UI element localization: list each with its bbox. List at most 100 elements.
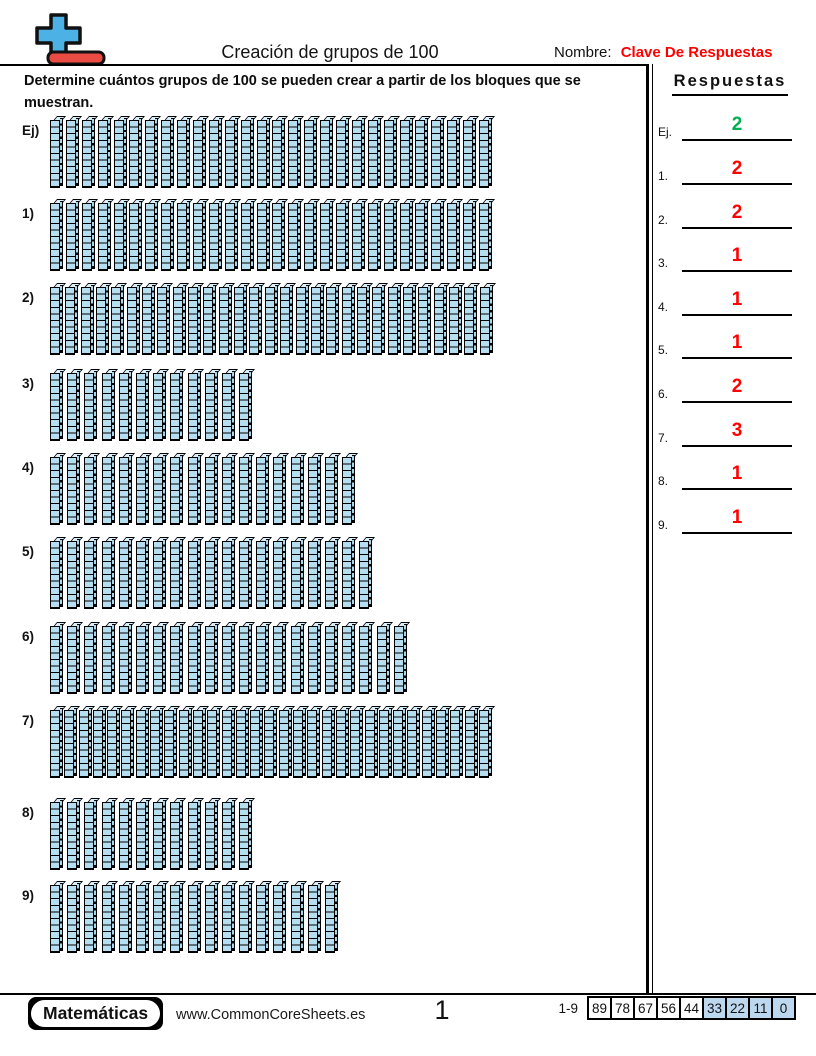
ten-rod (208, 198, 225, 272)
ten-rod (218, 282, 235, 356)
ten-rod (415, 198, 432, 272)
problem-row: 5) (0, 536, 646, 614)
answer-blank-line (682, 227, 792, 229)
ten-rod (402, 282, 419, 356)
ten-rod (67, 797, 84, 871)
rod-group (50, 797, 256, 871)
ten-rod (351, 198, 368, 272)
ten-rod (399, 198, 416, 272)
ten-rod (50, 536, 67, 610)
ten-rod (342, 536, 359, 610)
ten-rod (256, 198, 273, 272)
ten-rod (288, 198, 305, 272)
ten-rod (479, 115, 496, 189)
ten-rod (367, 198, 384, 272)
ten-rod (378, 705, 395, 779)
ten-rod (364, 705, 381, 779)
ten-rod (153, 797, 170, 871)
ten-rod (81, 198, 98, 272)
ten-rod (320, 115, 337, 189)
rod-group (50, 368, 256, 442)
answer-blank-line (682, 314, 792, 316)
page-title: Creación de grupos de 100 (221, 42, 439, 62)
ten-rod (84, 368, 101, 442)
ten-rod (359, 536, 376, 610)
ten-rod (153, 880, 170, 954)
ten-rod (221, 536, 238, 610)
ten-rod (118, 621, 135, 695)
answer-blank-line (682, 270, 792, 272)
page-number: 1 (434, 995, 450, 1025)
ten-rod (153, 621, 170, 695)
ten-rod (239, 452, 256, 526)
problem-label: 1) (22, 206, 35, 221)
ten-rod (84, 452, 101, 526)
answer-value: 1 (731, 507, 743, 528)
ten-rod (239, 536, 256, 610)
ten-rod (221, 880, 238, 954)
answer-item-label: 5. (658, 343, 669, 357)
name-row: Nombre: Clave De Respuestas (554, 44, 812, 61)
ten-rod (463, 115, 480, 189)
rod-group (50, 536, 377, 610)
ten-rod (240, 198, 257, 272)
ten-rod (325, 621, 342, 695)
ten-rod (204, 452, 221, 526)
ten-rod (135, 536, 152, 610)
ten-rod (67, 368, 84, 442)
score-cell: 67 (633, 996, 658, 1020)
ten-rod (142, 282, 159, 356)
problem-row: 8) (0, 797, 646, 875)
ten-rod (101, 536, 118, 610)
ten-rod (295, 282, 312, 356)
ten-rod (192, 705, 210, 779)
ten-rod (290, 880, 307, 954)
ten-rod (172, 282, 189, 356)
answer-blank-line (682, 357, 792, 359)
website-text: www.CommonCoreSheets.es (176, 1007, 366, 1023)
ten-rod (193, 115, 210, 189)
answer-blank-line (682, 401, 792, 403)
ten-rod (307, 452, 324, 526)
ten-rod (204, 797, 221, 871)
ten-rod (177, 115, 194, 189)
ten-rod (157, 282, 174, 356)
ten-rod (64, 705, 81, 779)
subject-badge-label: Matemáticas (31, 1000, 161, 1027)
ten-rod (418, 282, 435, 356)
score-cell: 44 (679, 996, 704, 1020)
ten-rod (307, 536, 324, 610)
ten-rod (80, 282, 97, 356)
ten-rod (118, 797, 135, 871)
ten-rod (447, 198, 464, 272)
ten-rod (50, 368, 67, 442)
problem-label: 6) (22, 629, 35, 644)
ten-rod (65, 115, 82, 189)
ten-rod (113, 115, 130, 189)
ten-rod (221, 797, 238, 871)
ten-rod (135, 452, 152, 526)
ten-rod (376, 621, 393, 695)
ten-rod (290, 621, 307, 695)
problem-row: Ej) (0, 115, 646, 193)
answer-blank-line (682, 183, 792, 185)
ten-rod (84, 797, 101, 871)
ten-rod (101, 452, 118, 526)
ten-rod (240, 115, 257, 189)
ten-rod (234, 282, 251, 356)
ten-rod (187, 880, 204, 954)
ten-rod (310, 282, 327, 356)
ten-rod (221, 705, 238, 779)
ten-rod (121, 705, 138, 779)
ten-rod (235, 705, 252, 779)
answer-value: 2 (731, 114, 743, 135)
ten-rod (101, 880, 118, 954)
ten-rod (293, 705, 310, 779)
ten-rod (421, 705, 438, 779)
ten-rod (393, 705, 410, 779)
answer-key-label: Clave De Respuestas (620, 44, 773, 61)
score-cell: 11 (748, 996, 773, 1020)
ten-rod (208, 115, 225, 189)
ten-rod (67, 452, 84, 526)
rod-group (50, 282, 496, 356)
